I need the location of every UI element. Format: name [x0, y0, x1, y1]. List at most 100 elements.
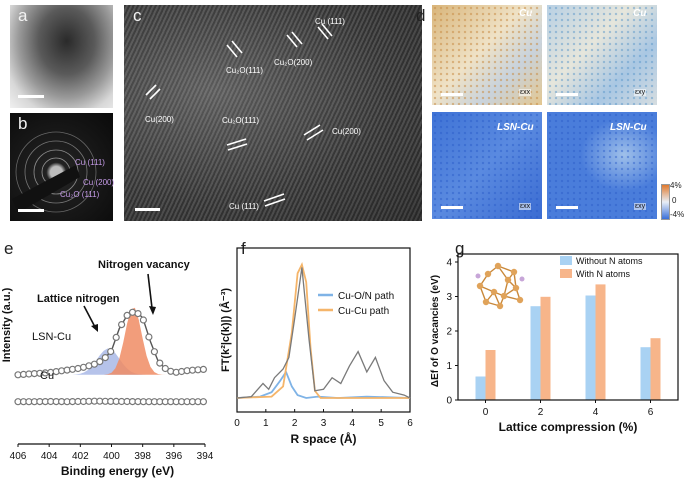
- map-title-1: Cu: [519, 8, 533, 19]
- strain-map-cu-exy: [547, 5, 657, 105]
- y-tick-label: 3: [446, 292, 452, 303]
- molecule-inset: [475, 262, 525, 310]
- arrowhead-nitrogen-vacancy: [149, 306, 156, 315]
- ring-label-cu2o111: Cu₂O (111): [60, 190, 100, 199]
- series-label: LSN-Cu: [32, 331, 71, 343]
- fringe-label-6: Cu(200): [332, 127, 361, 136]
- map-title-2: Cu: [633, 8, 647, 19]
- bar-with-n-6: [650, 338, 661, 400]
- x-axis-label: R space (Å): [290, 431, 356, 446]
- map-component-3: εxx: [519, 203, 532, 210]
- panel-label-c: c: [133, 6, 142, 25]
- scalebar-d4: [556, 206, 578, 209]
- xps-point: [199, 365, 207, 373]
- map-title-4: LSN-Cu: [610, 122, 647, 133]
- y-axis-label: ΔEf of O vacancies (eV): [430, 275, 441, 387]
- x-tick-label: 0: [483, 407, 489, 418]
- atom: [512, 284, 520, 292]
- exafs-curve-2: [236, 261, 410, 399]
- x-tick-label: 402: [72, 451, 89, 462]
- colorbar-max-label: 4%: [670, 181, 682, 190]
- x-tick-label: 398: [134, 451, 151, 462]
- y-axis-label: FT(k²|c(k)|) (Å⁻³): [219, 288, 232, 372]
- x-tick-label: 4: [350, 418, 356, 429]
- scalebar-c: [135, 208, 160, 211]
- hrtem-image-c: [124, 5, 422, 221]
- xps-point: [161, 364, 169, 373]
- lattice-fringe-markers: [145, 23, 333, 207]
- atom: [490, 288, 498, 296]
- legend-label: With N atoms: [576, 269, 631, 279]
- arrow-lattice-nitrogen: [83, 305, 96, 328]
- xps-point: [139, 316, 147, 324]
- x-tick-label: 2: [538, 407, 544, 418]
- saed-pattern-b: [10, 113, 113, 221]
- bar-without-n-4: [585, 295, 596, 400]
- xps-chart-e: LSN-Cu Cu Nitrogen vacancy Lattice nitrogen…: [1, 259, 214, 478]
- legend-label: Cu-Cu path: [338, 306, 389, 317]
- y-tick-label: 4: [446, 258, 452, 269]
- strain-colorbar: [661, 184, 670, 220]
- plot-frame: [457, 253, 679, 401]
- atom: [504, 276, 512, 284]
- bar-without-n-0: [475, 376, 486, 400]
- xps-point: [145, 333, 153, 341]
- fringe-label-7: Cu (111): [229, 202, 259, 211]
- colorbar-mid-label: 0: [672, 196, 677, 205]
- panel-label-d: d: [416, 6, 426, 25]
- x-tick-label: 394: [197, 451, 214, 462]
- ring-label-cu111: Cu (111): [75, 158, 105, 167]
- plot-frame: [236, 247, 411, 413]
- map-component-4: εxy: [634, 203, 647, 210]
- x-tick-label: 404: [41, 451, 58, 462]
- atom: [484, 270, 492, 278]
- legend-swatch: [560, 269, 572, 278]
- x-tick-label: 6: [648, 407, 654, 418]
- y-tick-label: 1: [446, 361, 452, 372]
- map-component-1: εxx: [519, 89, 532, 96]
- atom: [496, 302, 504, 310]
- x-tick-label: 6: [407, 418, 413, 429]
- panel-label-g: g: [455, 239, 465, 258]
- saed-rings: [12, 131, 97, 213]
- annotation-lattice-nitrogen: Lattice nitrogen: [37, 293, 120, 305]
- scalebar-d2: [556, 93, 578, 96]
- xps-point: [156, 359, 164, 367]
- x-tick-label: 0: [234, 418, 240, 429]
- x-tick-label: 5: [378, 418, 384, 429]
- bar-without-n-6: [640, 347, 651, 400]
- atom: [516, 296, 524, 304]
- panel-label-e: e: [4, 239, 14, 258]
- y-tick-label: 2: [446, 327, 452, 338]
- xps-point: [112, 333, 120, 342]
- panel-label-a: a: [18, 6, 28, 25]
- n-atom: [475, 273, 481, 279]
- strain-map-lsn-exx: [432, 112, 542, 219]
- arrow-nitrogen-vacancy: [147, 273, 153, 309]
- strain-map-cu-exx: [432, 5, 542, 105]
- tem-image-a: [10, 5, 113, 108]
- map-component-2: εxy: [634, 89, 647, 96]
- exafs-curve-1: [236, 369, 411, 399]
- n-atom: [519, 276, 525, 282]
- x-axis-label: Binding energy (eV): [61, 464, 174, 478]
- fringe-label-3: Cu₂O(200): [274, 58, 313, 67]
- exafs-curve-3: [236, 267, 411, 399]
- xps-point: [199, 398, 207, 406]
- xps-point: [123, 311, 131, 320]
- xps-point: [96, 357, 104, 366]
- scalebar-a: [18, 95, 44, 98]
- xps-point: [101, 353, 109, 362]
- bar-with-n-4: [595, 284, 606, 400]
- atom: [482, 298, 490, 306]
- xps-point: [107, 347, 115, 356]
- scalebar-b: [18, 209, 44, 212]
- fit-peak-2: [57, 307, 182, 375]
- exafs-chart-f: Cu-O/N path Cu-Cu path 0 1 2 3 4 5 6 R space (Å) F…: [219, 247, 413, 446]
- x-tick-label: 396: [165, 451, 182, 462]
- atom: [510, 268, 518, 276]
- xps-point: [117, 320, 126, 329]
- ring-label-cu200: Cu (200): [83, 178, 115, 187]
- atom: [494, 262, 502, 270]
- atom: [476, 282, 484, 290]
